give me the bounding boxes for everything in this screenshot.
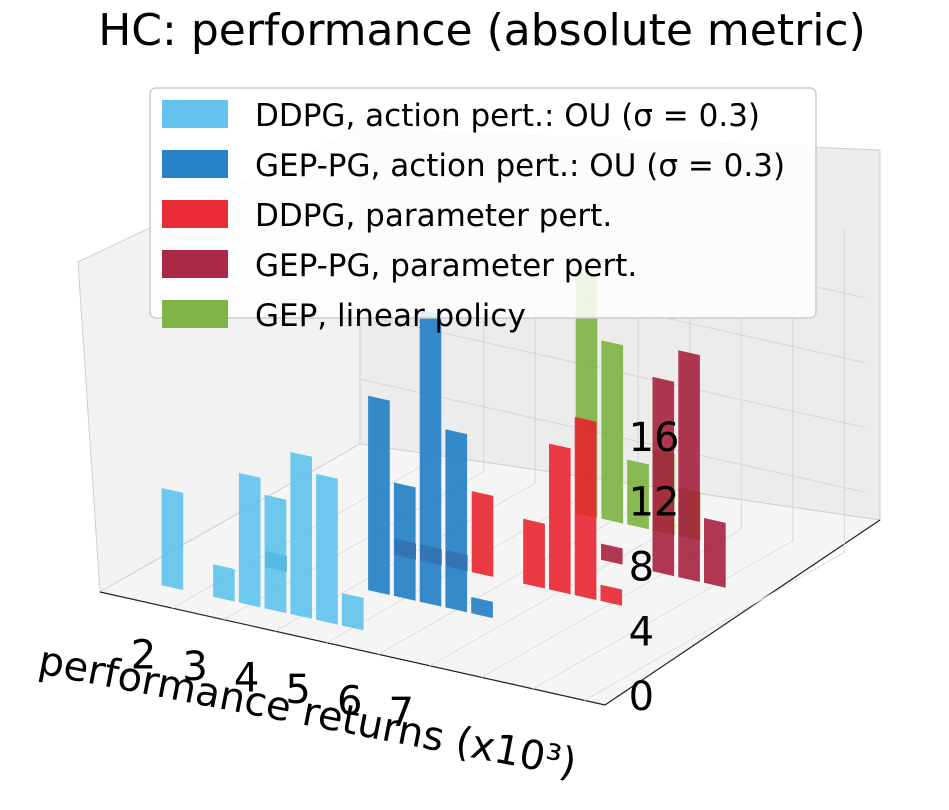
bar-ddpg-2 bbox=[523, 518, 545, 589]
legend-label: GEP-PG, parameter pert. bbox=[255, 248, 637, 284]
bar-ddpg-2 bbox=[600, 584, 623, 606]
bar-ddpg-0 bbox=[213, 564, 235, 602]
x-tick-label: 6 bbox=[337, 679, 362, 725]
bar-gep-pg-1 bbox=[368, 395, 390, 595]
bar-ddpg-0 bbox=[341, 593, 364, 631]
bar-gep-pg-3 bbox=[678, 350, 700, 582]
bar-ddpg-0 bbox=[161, 488, 184, 590]
x-tick-label: 2 bbox=[131, 632, 156, 678]
legend-swatch bbox=[162, 100, 228, 128]
z-tick-label: 4 bbox=[629, 609, 654, 655]
bar-ddpg-0 bbox=[264, 494, 287, 614]
bars bbox=[161, 269, 726, 631]
legend-swatch bbox=[162, 300, 228, 328]
bar-ddpg-0 bbox=[238, 472, 261, 608]
legend-swatch bbox=[162, 250, 228, 278]
z-tick-label: 12 bbox=[629, 480, 680, 526]
chart-title: HC: performance (absolute metric) bbox=[98, 5, 866, 56]
x-axis-line bbox=[99, 591, 606, 706]
z-tick-label: 0 bbox=[629, 674, 654, 720]
bar-gep-pg-1 bbox=[445, 429, 468, 613]
x-tick-label: 5 bbox=[285, 667, 310, 713]
legend-label: GEP-PG, action pert.: OU (σ = 0.3) bbox=[255, 148, 785, 184]
floor-grid-line bbox=[532, 540, 794, 690]
legend: DDPG, action pert.: OU (σ = 0.3) GEP-PG, … bbox=[149, 87, 817, 334]
z-tick-label: 8 bbox=[629, 545, 654, 591]
floor-grid-line bbox=[584, 551, 845, 701]
bar-ddpg-2 bbox=[574, 416, 597, 600]
bar-ddpg-0 bbox=[316, 473, 338, 625]
legend-swatch bbox=[162, 150, 228, 178]
legend-label: DDPG, action pert.: OU (σ = 0.3) bbox=[255, 98, 760, 134]
bar-gep-4 bbox=[601, 340, 624, 524]
legend-label: DDPG, parameter pert. bbox=[255, 198, 612, 234]
bar-ddpg-2 bbox=[471, 491, 494, 577]
bar-gep-pg-3 bbox=[704, 518, 726, 588]
bar-gep-pg-1 bbox=[419, 310, 442, 607]
legend-box bbox=[149, 87, 817, 319]
bar-gep-pg-3 bbox=[652, 376, 675, 577]
x-tick-label: 7 bbox=[388, 690, 413, 736]
depth-axis-line bbox=[604, 519, 881, 706]
z-tick-label: 16 bbox=[629, 415, 680, 461]
legend-swatch bbox=[162, 200, 228, 228]
bar-gep-pg-3 bbox=[601, 543, 623, 565]
bar-gep-4 bbox=[627, 459, 649, 530]
bar-ddpg-0 bbox=[290, 452, 312, 619]
legend-label: GEP, linear policy bbox=[255, 298, 526, 334]
bar-ddpg-2 bbox=[549, 443, 571, 595]
x-tick-label: 4 bbox=[234, 656, 259, 702]
x-tick-label: 3 bbox=[182, 644, 207, 690]
bar-gep-pg-1 bbox=[471, 597, 493, 619]
bar-gep-pg-1 bbox=[393, 482, 416, 601]
